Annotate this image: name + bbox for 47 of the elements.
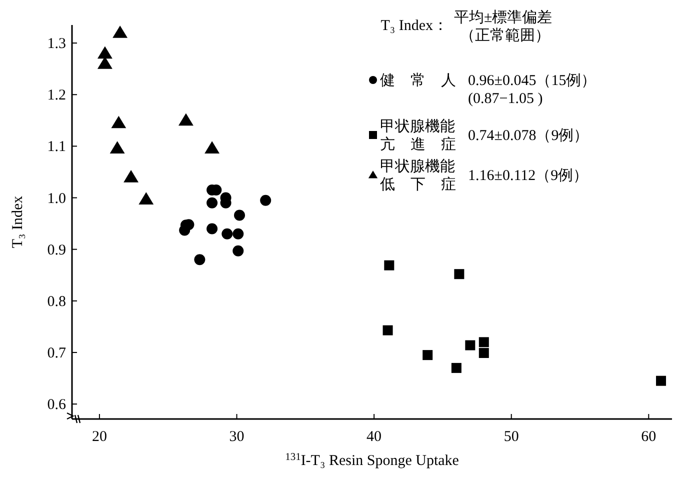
legend-label: 甲状腺機能亢進症 xyxy=(380,118,456,153)
point xyxy=(478,348,489,358)
point xyxy=(234,210,246,221)
point xyxy=(232,228,244,240)
point xyxy=(451,362,462,373)
x-tick-label: 30 xyxy=(229,429,244,445)
point xyxy=(97,46,112,59)
point xyxy=(124,170,139,182)
x-tick-label: 20 xyxy=(92,429,107,445)
legend-label: 健常人 xyxy=(380,72,456,89)
point xyxy=(384,260,394,270)
point xyxy=(206,223,218,234)
y-tick-label: 1.3 xyxy=(47,36,66,52)
point xyxy=(260,194,272,206)
point xyxy=(222,228,233,240)
point xyxy=(110,141,125,154)
annotation: 0.74±0.078（9例） xyxy=(468,128,589,144)
legend-label: 甲状腺機能低下症 xyxy=(380,158,456,193)
point xyxy=(465,340,476,350)
annotation: 1.16±0.112（9例） xyxy=(468,168,588,184)
point xyxy=(656,376,666,386)
point xyxy=(454,269,464,280)
point xyxy=(422,350,433,360)
point xyxy=(97,56,112,69)
y-tick-label: 0.9 xyxy=(47,242,66,258)
point xyxy=(111,116,126,128)
point xyxy=(204,141,220,154)
point xyxy=(232,245,244,256)
y-tick-label: 1.0 xyxy=(47,190,66,207)
point xyxy=(478,337,489,348)
y-tick-label: 1.1 xyxy=(47,139,66,156)
y-tick-label: 0.8 xyxy=(47,294,66,310)
point xyxy=(112,26,128,38)
x-tick-label: 40 xyxy=(366,429,382,445)
y-tick-label: 1.2 xyxy=(47,88,66,104)
x-tick-label: 50 xyxy=(504,429,519,445)
y-tick-label: 0.6 xyxy=(47,397,66,414)
point xyxy=(138,192,154,205)
annotation: 0.96±0.045（15例） (0.87−1.05 ) xyxy=(468,73,596,107)
x-tick-label: 60 xyxy=(641,429,656,445)
y-axis-title: T₃ Index xyxy=(10,195,26,248)
x-axis-title: $^{131}$I-T₃ Resin Sponge Uptake xyxy=(285,452,460,469)
y-tick-label: 0.7 xyxy=(47,345,66,362)
point xyxy=(206,197,218,208)
point xyxy=(178,113,194,126)
point xyxy=(194,254,206,266)
point xyxy=(382,325,393,336)
